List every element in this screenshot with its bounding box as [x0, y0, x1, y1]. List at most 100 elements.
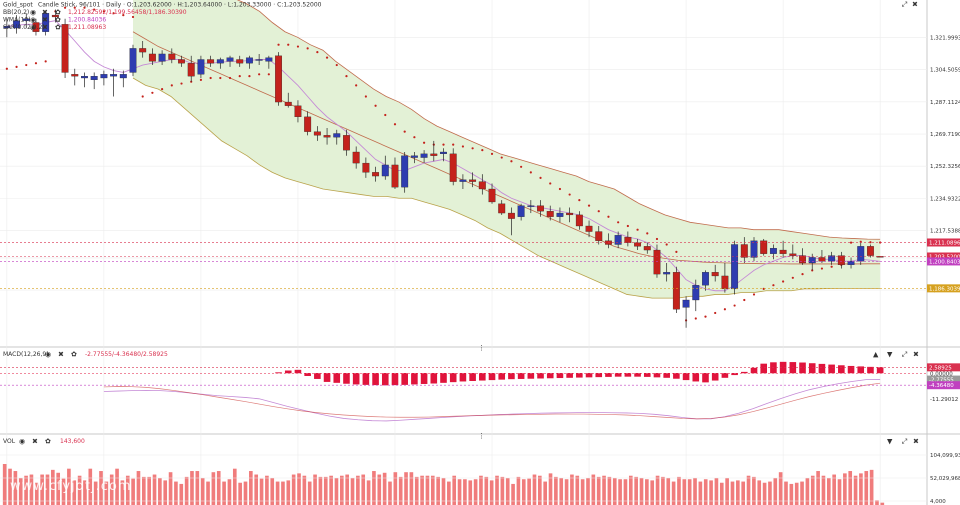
sar-dot	[403, 130, 406, 133]
vol-tick-label: 52,029,968	[930, 476, 960, 482]
candle-body	[294, 105, 302, 117]
volume-bar	[184, 476, 189, 505]
sar-dot	[752, 293, 756, 296]
gear-icon[interactable]: ✿	[45, 438, 51, 446]
close-icon[interactable]: ✖	[32, 438, 38, 446]
candle-body	[711, 272, 719, 277]
volume-bar	[484, 476, 489, 505]
macd-histogram-bar	[770, 362, 777, 374]
macd-histogram-bar	[585, 373, 593, 378]
candle-body	[226, 57, 234, 62]
candle-body	[866, 246, 874, 256]
volume-bar	[174, 481, 178, 505]
volume-bar	[56, 472, 61, 505]
volume-bar	[93, 481, 98, 505]
close-icon[interactable]: ✖	[42, 24, 48, 32]
close-icon[interactable]: ✖	[58, 351, 64, 359]
close-icon[interactable]: ✖	[42, 9, 48, 17]
candle-body	[129, 48, 137, 73]
candle-body	[702, 272, 709, 286]
candle-body	[634, 242, 642, 247]
close-icon[interactable]: ✖	[913, 351, 919, 359]
gear-icon[interactable]: ✿	[55, 9, 61, 17]
volume-bar	[190, 471, 194, 505]
macd-histogram-bar	[876, 367, 884, 374]
candle-body	[682, 299, 690, 308]
eye-icon[interactable]: ◉	[30, 16, 36, 24]
candle-body	[740, 244, 748, 258]
volume-bar	[853, 475, 858, 505]
gear-icon[interactable]: ✿	[71, 351, 77, 359]
candle-body	[51, 14, 59, 18]
gear-icon[interactable]: ✿	[55, 24, 61, 32]
eye-icon[interactable]: ◉	[45, 351, 51, 359]
bb-values: 1,212.82592/1,199.56458/1,186.30390	[68, 9, 187, 16]
volume-bar	[109, 474, 114, 505]
candle-body	[391, 164, 399, 188]
macd-histogram-bar	[372, 373, 379, 386]
sar-dot	[44, 60, 47, 63]
macd-tag-label: 2.58925	[929, 365, 952, 371]
volume-bar	[206, 481, 210, 505]
macd-panel: 0.00000 -11.29012 2.58925 -2.77555-4.36480	[0, 361, 960, 422]
panel-resize-handle[interactable]: ⋮	[478, 344, 485, 352]
volume-bar	[238, 482, 242, 505]
volume-bar	[468, 480, 473, 505]
macd-histogram-bar	[304, 373, 311, 376]
close-icon[interactable]: ✖	[912, 1, 918, 9]
volume-bar	[543, 481, 547, 505]
sar-dot	[73, 6, 76, 9]
gear-icon[interactable]: ✿	[55, 16, 61, 24]
volume-bar	[168, 472, 173, 505]
candle-body	[178, 59, 185, 64]
sar-dot	[704, 315, 707, 318]
volume-bar	[880, 502, 885, 505]
volume-bar	[323, 476, 328, 505]
sar-dot	[791, 276, 794, 279]
macd-histogram-bar	[779, 361, 787, 374]
volume-bar	[463, 479, 467, 505]
volume-bar	[794, 482, 799, 505]
volume-bar	[291, 474, 296, 505]
volume-bar	[826, 478, 831, 505]
volume-bar	[778, 472, 783, 505]
sar-dot	[277, 43, 280, 46]
volume-bar	[115, 468, 119, 505]
down-arrow-icon[interactable]: ▼	[887, 351, 893, 359]
down-arrow-icon[interactable]: ▼	[887, 438, 893, 446]
macd-histogram-bar	[838, 365, 845, 374]
sar-dot	[568, 193, 571, 196]
volume-bar	[45, 474, 50, 505]
sar-dot	[597, 210, 600, 213]
eye-icon[interactable]: ◉	[19, 438, 25, 446]
volume-bar	[243, 481, 248, 505]
macd-histogram-bar	[682, 373, 690, 381]
macd-header: MACD(12,26,9) ◉ ✖ ✿ -2.77555/-4.36480/2.…	[3, 351, 919, 359]
volume-bar	[602, 475, 606, 505]
volume-bar	[158, 478, 162, 505]
expand-icon[interactable]: ⤢	[902, 1, 908, 9]
close-icon[interactable]: ✖	[913, 438, 919, 446]
up-arrow-icon[interactable]: ▲	[873, 351, 879, 359]
eye-icon[interactable]: ◉	[30, 24, 36, 32]
close-icon[interactable]: ✖	[42, 16, 48, 24]
sar-dot	[102, 10, 105, 13]
macd-histogram-bar	[663, 373, 670, 378]
expand-icon[interactable]: ⤢	[902, 351, 908, 359]
volume-bar	[875, 500, 879, 505]
macd-histogram-bar	[323, 373, 331, 382]
eye-icon[interactable]: ◉	[30, 9, 36, 17]
expand-icon[interactable]: ⤢	[902, 438, 908, 446]
volume-bar	[730, 481, 735, 505]
candle-body	[517, 205, 525, 217]
sar-dot	[141, 95, 144, 98]
volume-bar	[436, 476, 440, 505]
panel-resize-handle[interactable]: ⋮	[478, 432, 485, 440]
sar-dot	[393, 123, 397, 126]
sar-dot	[442, 143, 445, 146]
sar-dot	[93, 8, 96, 11]
sar-dot	[665, 243, 668, 246]
sar-dot	[355, 84, 358, 87]
candle-body	[245, 57, 253, 64]
volume-bar	[420, 475, 424, 505]
